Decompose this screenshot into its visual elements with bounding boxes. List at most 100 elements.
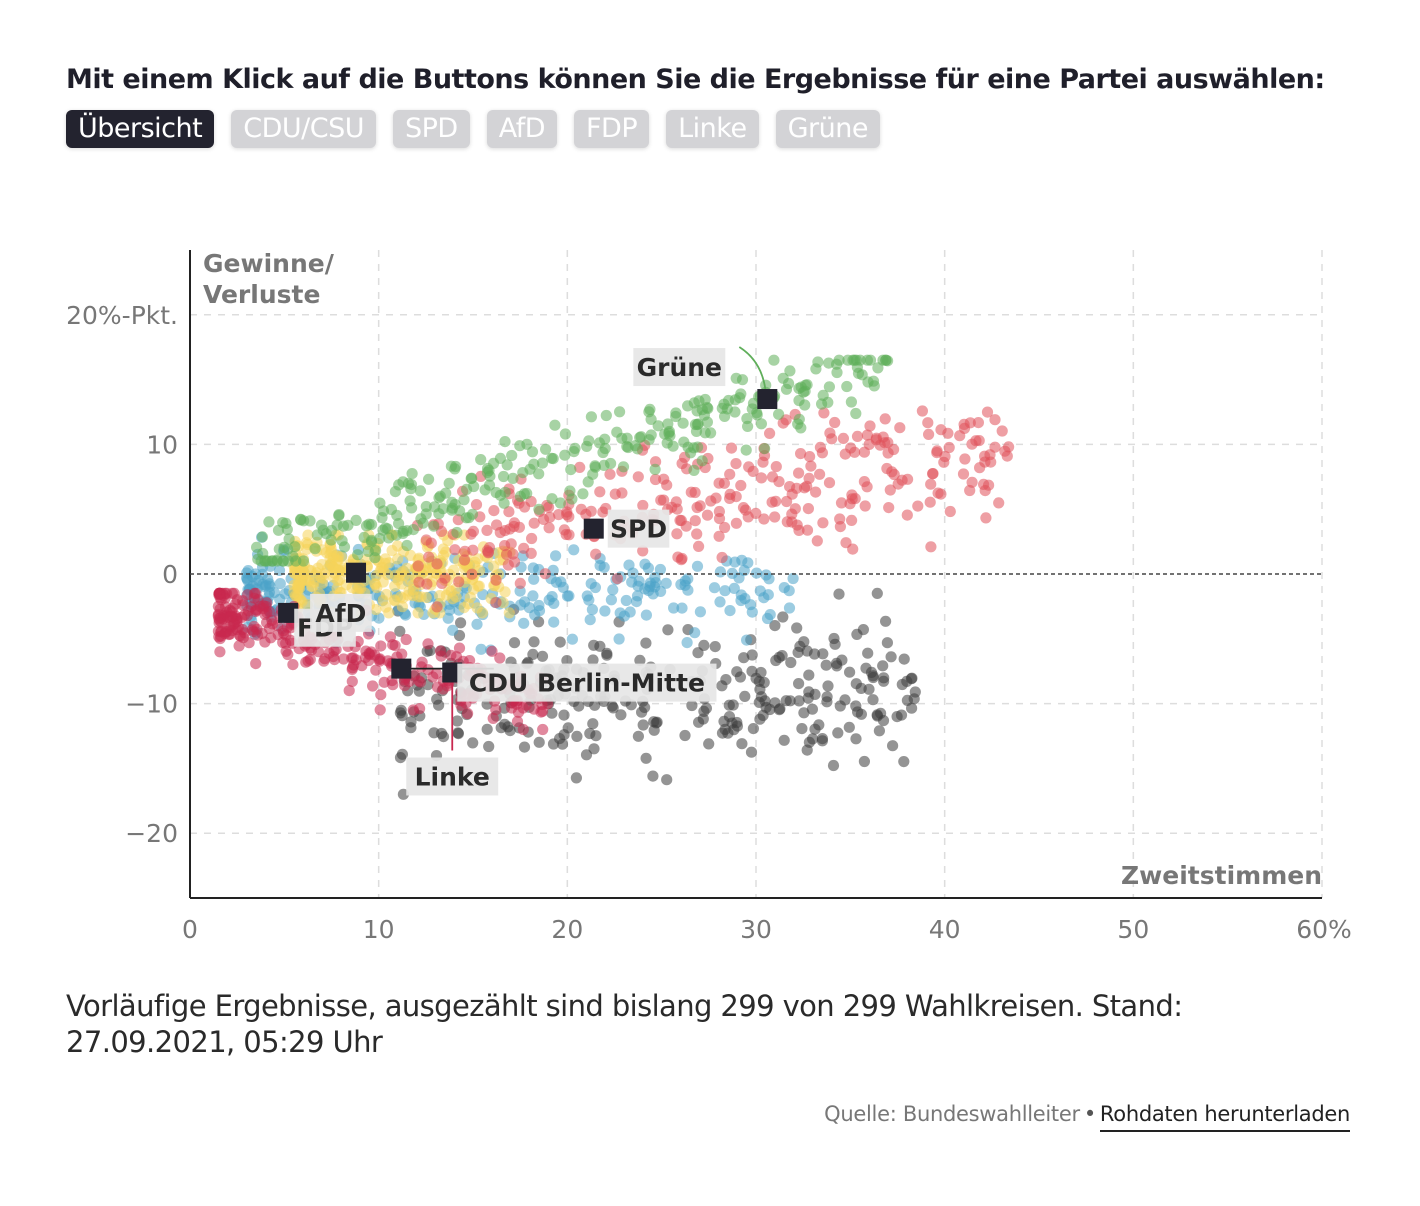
dot-spd <box>770 461 782 473</box>
dot-cdu <box>802 692 814 704</box>
dot-fdp <box>443 584 455 596</box>
dot-cdu <box>827 759 840 772</box>
dot-linke <box>280 645 292 657</box>
dot-gruene <box>682 400 694 412</box>
label-gruene: Grüne <box>637 353 722 382</box>
dot-linke <box>272 629 284 641</box>
dot-cdu <box>739 690 751 702</box>
dot-linke <box>453 642 466 654</box>
dot-spd <box>764 427 776 439</box>
dot-gruene <box>290 555 302 567</box>
dot-cdu <box>452 727 464 739</box>
label-cdu-berlin-mitte-bg <box>457 663 717 702</box>
dot-cdu <box>601 649 613 661</box>
dot-afd <box>714 596 726 608</box>
dot-spd <box>649 473 662 486</box>
dot-spd <box>561 508 573 521</box>
button-gruene[interactable]: Grüne <box>775 110 880 148</box>
dot-linke <box>407 704 419 716</box>
dot-fdp <box>300 574 312 586</box>
dot-spd <box>637 545 649 557</box>
dot-cdu <box>843 721 855 733</box>
dot-cdu <box>877 660 889 672</box>
dot-gruene <box>759 443 771 455</box>
dot-cdu <box>877 715 890 727</box>
dot-gruene <box>333 510 345 522</box>
button-afd[interactable]: AfD <box>486 110 558 148</box>
dot-linke <box>374 704 386 716</box>
dot-gruene <box>845 396 858 408</box>
dot-cdu <box>791 622 803 634</box>
dot-spd <box>689 515 701 527</box>
dot-fdp <box>440 546 452 558</box>
gruene-connector <box>738 346 767 390</box>
dot-afd <box>477 588 489 601</box>
dot-cdu <box>745 746 758 758</box>
dot-spd <box>735 479 747 492</box>
dot-cdu <box>518 741 531 753</box>
dot-cdu <box>777 611 789 623</box>
dot-spd <box>959 453 971 465</box>
dot-fdp <box>499 586 511 598</box>
dot-spd <box>611 573 624 585</box>
button-spd[interactable]: SPD <box>393 110 470 148</box>
dot-spd <box>491 519 503 531</box>
dot-afd <box>660 577 672 589</box>
dot-afd <box>568 544 580 556</box>
dot-gruene <box>533 468 545 480</box>
instruction-text: Mit einem Klick auf die Buttons können S… <box>66 64 1325 95</box>
dot-gruene <box>423 473 435 485</box>
marker-linke <box>442 662 463 683</box>
dot-spd <box>804 451 816 463</box>
dot-cdu <box>862 647 874 659</box>
dot-gruene <box>740 444 752 456</box>
dot-gruene <box>475 454 487 466</box>
dot-gruene <box>688 464 700 476</box>
dot-spd <box>902 473 914 485</box>
dot-cdu <box>759 695 771 707</box>
dot-spd <box>810 486 822 498</box>
dot-afd <box>719 585 731 597</box>
button-cdu-csu[interactable]: CDU/CSU <box>231 110 376 148</box>
button-uebersicht[interactable]: Übersicht <box>66 110 215 148</box>
dot-spd <box>829 416 841 429</box>
dot-cdu <box>722 727 734 739</box>
dot-gruene <box>397 527 409 539</box>
dot-afd <box>274 593 286 605</box>
dot-spd <box>912 500 924 512</box>
dot-cdu <box>773 704 785 716</box>
download-raw-data-link[interactable]: Rohdaten herunterladen <box>1099 1102 1350 1132</box>
dot-gruene <box>251 541 263 553</box>
dot-spd <box>481 524 493 536</box>
dot-cdu <box>558 709 570 721</box>
dot-gruene <box>365 536 378 548</box>
dot-spd <box>661 479 673 491</box>
dot-cdu <box>640 752 652 764</box>
dot-cdu <box>901 694 914 706</box>
dot-spd <box>849 446 861 458</box>
dot-fdp <box>383 607 395 619</box>
marker-spd <box>583 518 604 539</box>
button-fdp[interactable]: FDP <box>574 110 650 148</box>
dot-gruene <box>677 417 689 429</box>
dot-spd <box>488 505 500 517</box>
dot-afd <box>691 560 704 572</box>
label-spd: SPD <box>610 515 667 544</box>
dot-afd <box>471 618 483 630</box>
dot-gruene <box>699 393 711 406</box>
button-linke[interactable]: Linke <box>666 110 759 148</box>
dot-spd <box>431 601 443 613</box>
dot-gruene <box>362 545 374 557</box>
dot-gruene <box>598 459 610 471</box>
dot-gruene <box>599 442 611 455</box>
dot-cdu <box>394 625 406 637</box>
dot-afd <box>599 605 611 617</box>
dot-spd <box>846 514 858 526</box>
dot-fdp <box>473 580 485 592</box>
dot-cdu <box>395 704 407 716</box>
dot-spd <box>879 413 891 425</box>
dot-spd <box>553 509 565 521</box>
dot-cdu <box>661 774 673 786</box>
dot-cdu <box>887 740 899 752</box>
x-tick-label: 60% <box>1296 915 1352 944</box>
